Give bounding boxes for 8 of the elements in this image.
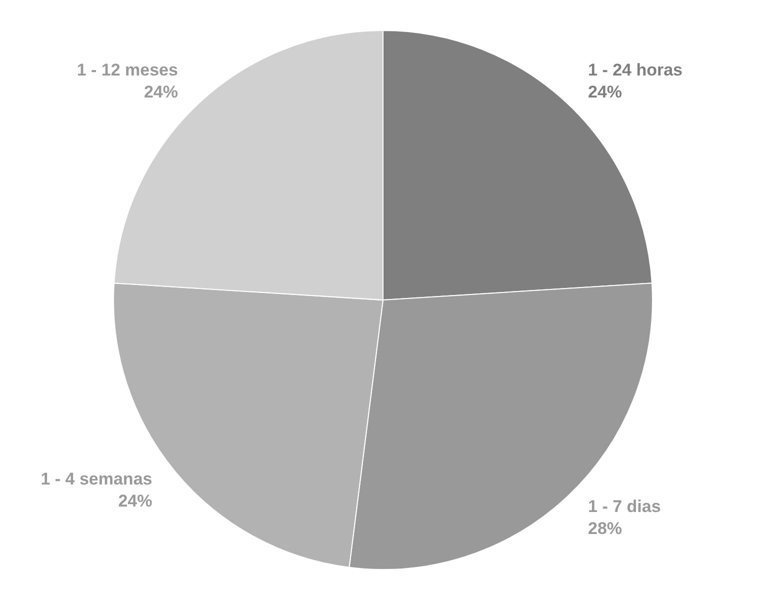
slice-label: 1 - 7 dias bbox=[588, 497, 661, 516]
slice-label: 1 - 4 semanas bbox=[40, 470, 152, 489]
data-label: 28% bbox=[588, 519, 622, 538]
data-label: 24% bbox=[144, 82, 178, 102]
slice-label: 1 - 12 meses bbox=[76, 60, 178, 80]
slice-label: 1 - 24 horas bbox=[588, 60, 683, 80]
data-label: 24% bbox=[588, 82, 622, 102]
data-label: 24% bbox=[118, 492, 152, 511]
